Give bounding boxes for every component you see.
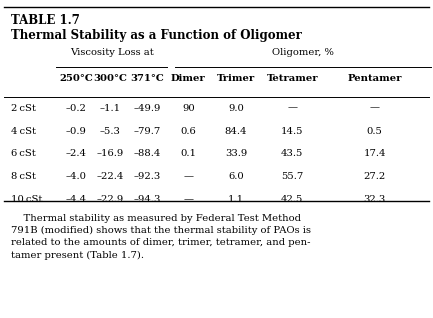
- Text: TABLE 1.7: TABLE 1.7: [11, 14, 80, 27]
- Text: 9.0: 9.0: [228, 104, 244, 113]
- Text: 371°C: 371°C: [130, 74, 164, 83]
- Text: 90: 90: [182, 104, 195, 113]
- Text: –4.0: –4.0: [65, 172, 86, 181]
- Text: 8 cSt: 8 cSt: [11, 172, 36, 181]
- Text: Trimer: Trimer: [217, 74, 255, 83]
- Text: –79.7: –79.7: [134, 127, 161, 135]
- Text: –1.1: –1.1: [100, 104, 121, 113]
- Text: Pentamer: Pentamer: [347, 74, 402, 83]
- Text: 2 cSt: 2 cSt: [11, 104, 36, 113]
- Text: Oligomer, %: Oligomer, %: [272, 48, 334, 57]
- Text: 6.0: 6.0: [228, 172, 244, 181]
- Text: –22.9: –22.9: [97, 195, 124, 204]
- Text: 14.5: 14.5: [281, 127, 304, 135]
- Text: 10 cSt: 10 cSt: [11, 195, 42, 204]
- Text: –0.2: –0.2: [65, 104, 86, 113]
- Text: 4 cSt: 4 cSt: [11, 127, 36, 135]
- Text: 1.1: 1.1: [228, 195, 244, 204]
- Text: –4.4: –4.4: [65, 195, 86, 204]
- Text: 27.2: 27.2: [363, 172, 386, 181]
- Text: Tetramer: Tetramer: [266, 74, 318, 83]
- Text: –94.3: –94.3: [133, 195, 161, 204]
- Text: 42.5: 42.5: [281, 195, 304, 204]
- Text: –92.3: –92.3: [134, 172, 161, 181]
- Text: 300°C: 300°C: [94, 74, 127, 83]
- Text: Viscosity Loss at: Viscosity Loss at: [70, 48, 153, 57]
- Text: 0.1: 0.1: [181, 149, 196, 158]
- Text: —: —: [287, 104, 297, 113]
- Text: –2.4: –2.4: [65, 149, 86, 158]
- Text: 43.5: 43.5: [281, 149, 304, 158]
- Text: –49.9: –49.9: [133, 104, 161, 113]
- Text: 33.9: 33.9: [225, 149, 247, 158]
- Text: 250°C: 250°C: [59, 74, 93, 83]
- Text: Dimer: Dimer: [171, 74, 206, 83]
- Text: —: —: [369, 104, 380, 113]
- Text: Thermal stability as measured by Federal Test Method
791B (modified) shows that : Thermal stability as measured by Federal…: [11, 214, 311, 259]
- Text: —: —: [183, 172, 194, 181]
- Text: –5.3: –5.3: [100, 127, 121, 135]
- Text: 17.4: 17.4: [363, 149, 386, 158]
- Text: 55.7: 55.7: [281, 172, 304, 181]
- Text: —: —: [183, 195, 194, 204]
- Text: –88.4: –88.4: [133, 149, 161, 158]
- Text: –0.9: –0.9: [65, 127, 86, 135]
- Text: 32.3: 32.3: [363, 195, 386, 204]
- Text: 0.5: 0.5: [367, 127, 382, 135]
- Text: 0.6: 0.6: [181, 127, 196, 135]
- Text: Thermal Stability as a Function of Oligomer: Thermal Stability as a Function of Oligo…: [11, 29, 302, 42]
- Text: –22.4: –22.4: [97, 172, 124, 181]
- Text: 6 cSt: 6 cSt: [11, 149, 36, 158]
- Text: –16.9: –16.9: [97, 149, 124, 158]
- Text: 84.4: 84.4: [225, 127, 247, 135]
